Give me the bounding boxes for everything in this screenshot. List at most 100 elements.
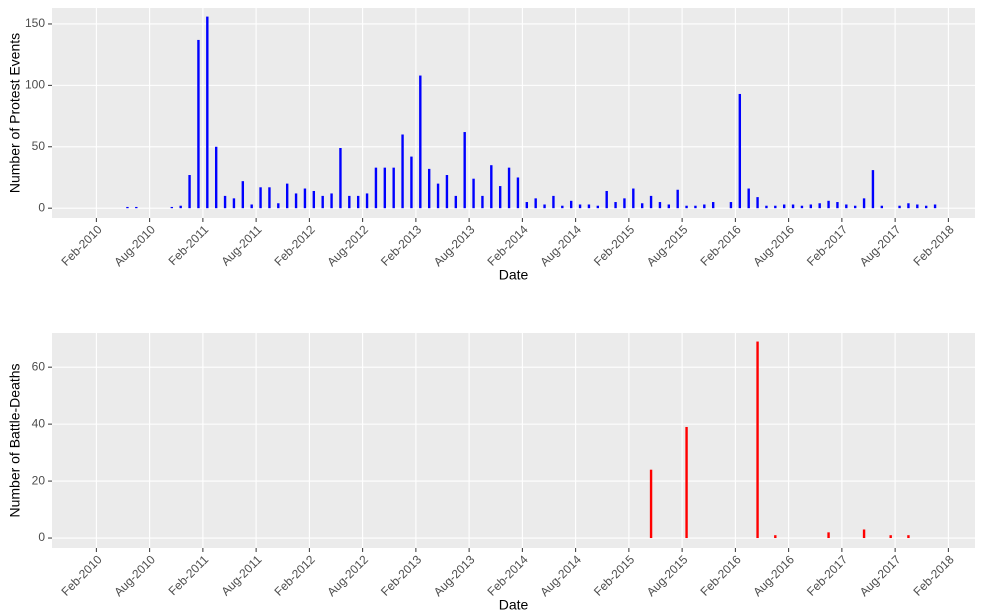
x-tick-label: Feb-2012 [272, 552, 318, 598]
bar [534, 198, 537, 209]
bar [507, 167, 511, 209]
bar [392, 167, 395, 209]
bar [809, 204, 813, 209]
bar [135, 206, 138, 209]
bar [880, 205, 884, 209]
bar [561, 205, 564, 209]
bar [774, 205, 777, 209]
bar [853, 205, 857, 209]
bar [924, 205, 928, 209]
bar [836, 202, 839, 209]
bar [206, 16, 209, 209]
x-tick-label: Feb-2013 [378, 552, 424, 598]
bar [330, 193, 333, 209]
x-tick-label: Feb-2017 [804, 552, 850, 598]
x-tick-label: Aug-2017 [857, 222, 904, 269]
x-tick-label: Aug-2016 [750, 552, 797, 599]
bar [268, 187, 271, 209]
bar [587, 204, 591, 209]
x-axis-title: Date [499, 597, 529, 613]
x-tick-label: Aug-2011 [218, 552, 264, 598]
x-tick-label: Feb-2010 [59, 222, 105, 268]
bar [543, 204, 546, 209]
bar [605, 190, 608, 209]
x-tick-label: Feb-2011 [166, 222, 212, 268]
bar [747, 188, 750, 209]
x-tick-label: Feb-2018 [911, 222, 957, 268]
bar [640, 203, 644, 209]
plot-background [52, 333, 975, 548]
bar [782, 204, 786, 209]
bar [889, 535, 892, 539]
x-tick-label: Aug-2014 [537, 222, 584, 269]
bar [321, 195, 324, 209]
bar [516, 177, 520, 209]
x-tick-label: Feb-2010 [59, 552, 105, 598]
bar [756, 341, 759, 539]
bar [845, 204, 848, 209]
bar [676, 189, 679, 209]
bar [410, 156, 413, 209]
x-tick-label: Feb-2011 [166, 552, 212, 598]
bar [401, 134, 404, 209]
bar [703, 204, 706, 209]
bar [862, 198, 866, 209]
x-tick-label: Aug-2013 [431, 222, 478, 269]
y-axis-title: Number of Battle-Deaths [7, 363, 23, 517]
bar [729, 202, 733, 209]
x-tick-label: Aug-2011 [218, 222, 264, 268]
y-tick-label: 20 [32, 473, 46, 487]
x-tick-label: Feb-2018 [911, 552, 957, 598]
x-tick-label: Aug-2013 [431, 552, 478, 599]
bar [463, 132, 466, 209]
bar [285, 183, 289, 209]
bar [649, 469, 653, 539]
bar [472, 178, 475, 209]
x-tick-label: Aug-2015 [644, 552, 691, 599]
x-tick-label: Aug-2010 [111, 222, 158, 269]
y-tick-label: 0 [38, 200, 45, 214]
bar [365, 193, 369, 209]
bar [649, 195, 653, 209]
bar [685, 205, 688, 209]
bar [578, 204, 582, 209]
bar [303, 188, 307, 209]
bar [188, 175, 191, 209]
y-tick-label: 100 [25, 78, 45, 92]
bar [259, 187, 262, 209]
bar [498, 186, 502, 209]
bar [685, 426, 688, 539]
bar [481, 195, 484, 209]
bar [862, 529, 866, 539]
x-tick-label: Aug-2010 [111, 552, 158, 599]
bar [250, 204, 253, 209]
bar [738, 93, 742, 209]
bar [277, 203, 280, 209]
x-tick-label: Aug-2016 [750, 222, 797, 269]
x-tick-label: Feb-2013 [378, 222, 424, 268]
bar [916, 204, 919, 209]
bar [356, 195, 360, 209]
bar [179, 205, 182, 209]
x-tick-label: Feb-2016 [698, 222, 744, 268]
bar [214, 146, 218, 209]
x-tick-label: Feb-2014 [485, 552, 531, 598]
bar [525, 202, 529, 209]
bar [871, 170, 875, 209]
x-tick-label: Aug-2017 [857, 552, 904, 599]
bar [791, 204, 795, 209]
bar [711, 202, 715, 209]
y-tick-label: 0 [38, 530, 45, 544]
bar [694, 205, 697, 209]
bar [197, 39, 200, 209]
bar [756, 197, 759, 209]
bar [623, 198, 626, 209]
bar [348, 195, 351, 209]
bar [241, 181, 245, 209]
bar [667, 204, 671, 209]
x-tick-label: Feb-2012 [272, 222, 318, 268]
bar [907, 535, 910, 539]
bar [436, 183, 440, 209]
bar [232, 198, 236, 209]
